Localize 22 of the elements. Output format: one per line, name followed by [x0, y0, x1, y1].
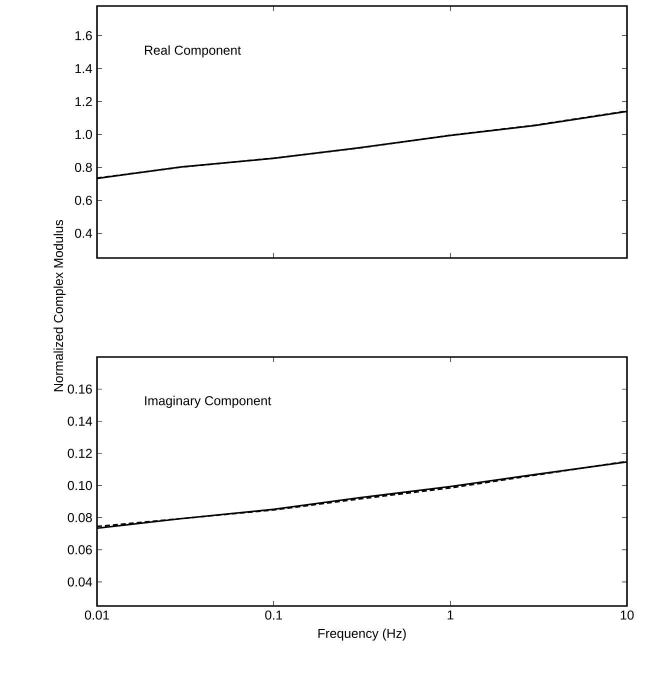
x-tick-label: 0.1	[265, 610, 282, 620]
y-tick-label: 0.08	[68, 513, 92, 522]
y-tick-label: 0.10	[68, 480, 92, 490]
y-tick-label: 1.4	[75, 64, 92, 74]
x-axis-title: Frequency (Hz)	[318, 628, 406, 641]
y-tick-label: 0.12	[68, 448, 92, 458]
y-axis-title: Normalized Complex Modulus	[54, 220, 66, 392]
y-tick-label: 0.4	[74, 228, 92, 238]
x-tick-label: 0.01	[84, 610, 109, 620]
y-tick-label: 0.16	[68, 384, 92, 394]
y-tick-label: 0.04	[68, 577, 92, 586]
y-tick-label: 1.2	[75, 97, 92, 106]
x-tick-label: 10	[620, 610, 634, 620]
y-tick-label: 1.0	[75, 130, 92, 140]
annotation: Real Component	[144, 45, 241, 58]
y-tick-label: 0.8	[74, 162, 92, 172]
annotation: Imaginary Component	[145, 396, 272, 408]
y-tick-label: 0.6	[74, 196, 92, 205]
y-tick-label: 1.6	[75, 31, 92, 40]
x-tick-label: 1	[448, 610, 454, 620]
y-tick-label: 0.06	[68, 545, 92, 554]
y-tick-label: 0.14	[68, 416, 92, 426]
